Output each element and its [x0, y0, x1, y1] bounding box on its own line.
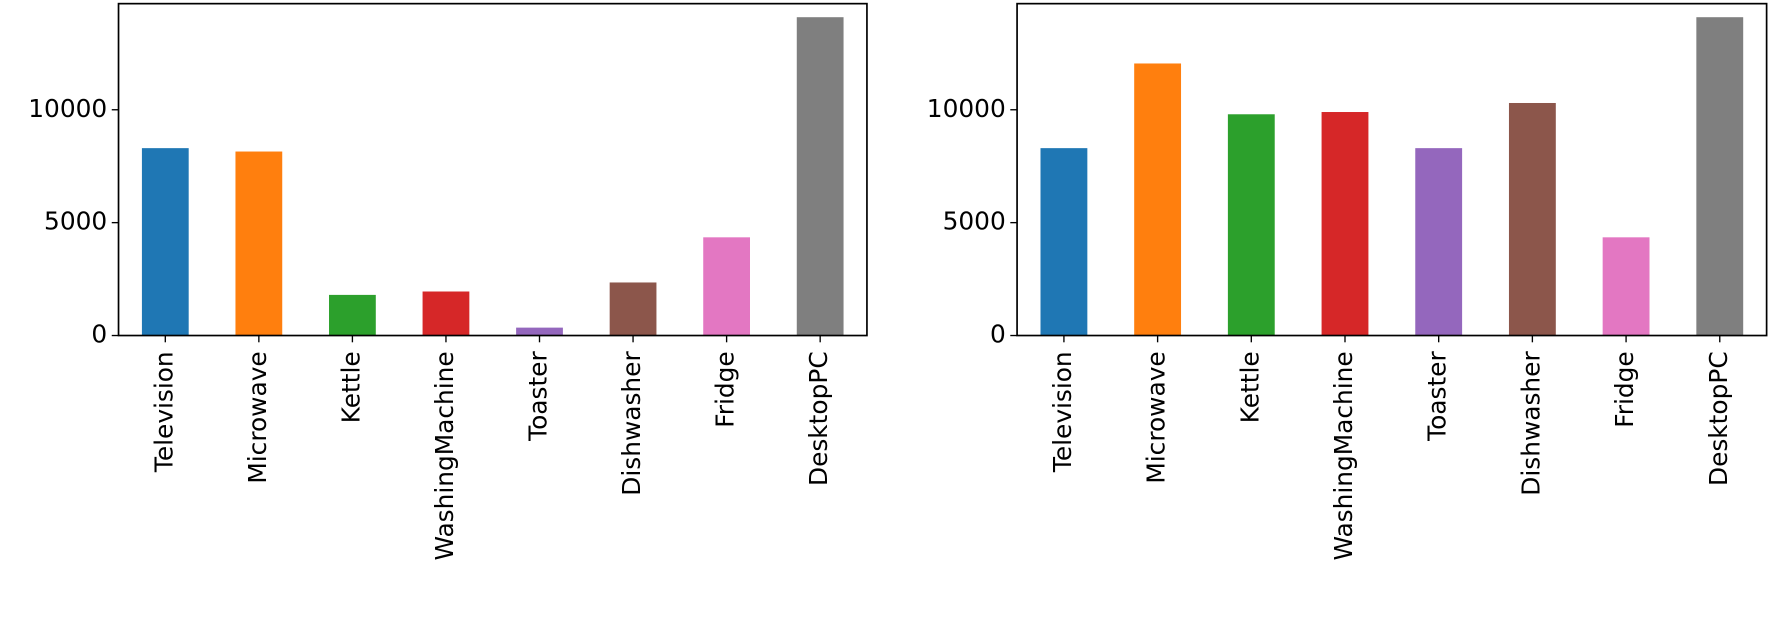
y-tick-label: 5000 — [44, 207, 107, 236]
bar — [329, 294, 376, 336]
x-tick-label: Toaster — [1423, 351, 1452, 442]
bar — [516, 327, 563, 336]
x-tick-label: Kettle — [1235, 351, 1264, 423]
x-tick-label: Fridge — [1610, 351, 1639, 427]
x-tick-label: Microwave — [243, 351, 272, 483]
bar — [1321, 112, 1369, 336]
axes-frame — [1016, 2, 1768, 337]
bar — [1415, 148, 1463, 336]
y-tick-label: 0 — [990, 320, 1006, 349]
bar — [1508, 102, 1556, 336]
bar — [609, 282, 657, 336]
x-tick-label: Toaster — [524, 351, 553, 442]
y-tick-label: 10000 — [28, 94, 107, 123]
x-tick-label: Fridge — [711, 351, 740, 427]
bar — [1696, 17, 1744, 336]
x-tick-label: Microwave — [1142, 351, 1171, 483]
x-tick-label: Kettle — [336, 351, 365, 423]
bar — [141, 148, 189, 336]
x-tick-label: WashingMachine — [1329, 351, 1358, 560]
x-tick-label: Television — [1048, 351, 1077, 473]
bar — [1602, 237, 1650, 336]
bar — [796, 17, 844, 336]
bar — [1040, 148, 1088, 336]
x-tick-label: WashingMachine — [430, 351, 459, 560]
bar — [1227, 114, 1275, 336]
bar — [1134, 63, 1182, 336]
y-tick-label: 10000 — [927, 94, 1006, 123]
bar — [703, 237, 750, 336]
bar — [422, 291, 470, 336]
x-tick-label: DesktopPC — [804, 351, 833, 486]
axes-frame — [117, 2, 868, 337]
x-tick-label: Dishwasher — [617, 351, 646, 496]
x-tick-label: Dishwasher — [1516, 351, 1545, 496]
bar — [235, 151, 283, 336]
y-tick-label: 0 — [91, 320, 107, 349]
x-tick-label: DesktopPC — [1704, 351, 1733, 486]
x-tick-label: Television — [149, 351, 178, 473]
y-tick-label: 5000 — [943, 207, 1006, 236]
